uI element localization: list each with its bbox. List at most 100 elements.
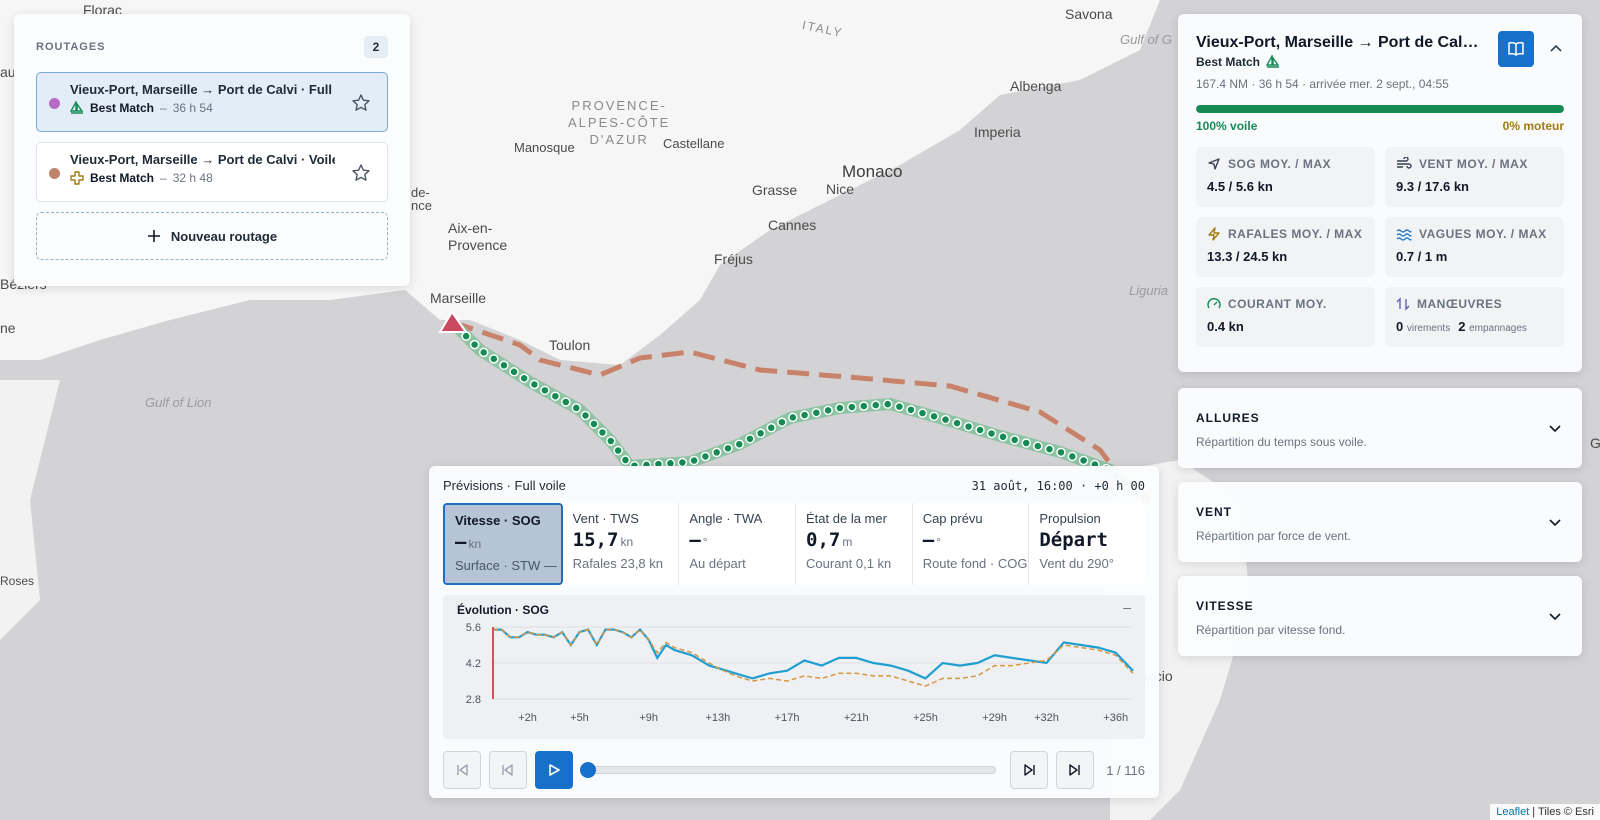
new-route-button[interactable]: Nouveau routage [36, 212, 388, 260]
tile-unit: m [842, 535, 853, 549]
routages-panel: ROUTAGES 2 Vieux-Port, Marseille → Port … [14, 14, 410, 286]
step-forward-button[interactable] [1010, 751, 1049, 789]
accordion-vent[interactable]: VENT Répartition par force de vent. [1178, 482, 1582, 562]
place-label: Savona [1065, 6, 1113, 22]
waypoint-dot [755, 428, 766, 439]
routages-title: ROUTAGES [36, 41, 106, 53]
navigation-icon [1208, 158, 1220, 170]
step-back-icon [502, 764, 513, 776]
route-item[interactable]: Vieux-Port, Marseille → Port de Calvi · … [36, 142, 388, 202]
waypoint-dot [499, 360, 509, 371]
forecast-title: Prévisions · Full voile [443, 478, 566, 493]
sail-icon [1266, 55, 1280, 68]
tile-heading[interactable]: Cap prévu —° Route fond · COG — ° [913, 503, 1030, 585]
sail-share-label: 100% voile [1196, 119, 1258, 133]
tile-value: Départ [1039, 529, 1108, 551]
collapse-chart-button[interactable]: – [1123, 599, 1131, 615]
leaflet-link[interactable]: Leaflet [1496, 806, 1530, 818]
step-back-button[interactable] [489, 751, 527, 789]
kpi-label: SOG MOY. / MAX [1228, 157, 1332, 171]
waypoint-dot [952, 418, 962, 428]
chevron-down-icon[interactable] [1548, 609, 1562, 623]
waypoint-dot [777, 417, 787, 427]
waypoint-dot [986, 428, 997, 439]
place-label: Imperia [974, 124, 1021, 140]
sog-chart-card: Évolution · SOG – 5.6 4.2 2.8 +2h +5h +9h +13h… [443, 595, 1145, 739]
skip-start-icon [457, 764, 468, 776]
skip-to-end-button[interactable] [1056, 751, 1095, 789]
waypoint-dot [917, 408, 928, 418]
tile-unit: ° [936, 535, 941, 549]
tile-sea-state[interactable]: État de la mer 0,7 m Courant 0,1 kn [796, 503, 913, 585]
tile-sub: Surface · STW — kn [455, 558, 563, 573]
accordion-vitesse[interactable]: VITESSE Répartition par vitesse fond. [1178, 576, 1582, 656]
route-item[interactable]: Vieux-Port, Marseille → Port de Calvi · … [36, 72, 388, 132]
play-button[interactable] [535, 751, 573, 789]
propulsion-share-bar [1196, 105, 1564, 113]
waypoint-dot [835, 403, 845, 413]
waypoint-dot [940, 414, 951, 425]
route-summary-stats: 167.4 NM · 36 h 54 · arrivée mer. 2 sept… [1196, 77, 1449, 91]
waypoint-dot [519, 373, 529, 383]
skip-end-icon [1069, 764, 1080, 776]
motor-icon [70, 171, 84, 185]
tile-sub: Au départ [689, 556, 746, 571]
chevron-down-icon[interactable] [1548, 421, 1562, 435]
route-detail-panel: Vieux-Port, Marseille → Port de Calvi · … [1178, 14, 1582, 372]
x-tick-label: +36h [1103, 712, 1128, 724]
tile-angle-twa[interactable]: Angle · TWA — ° Au départ [679, 503, 797, 585]
timeline-slider[interactable] [580, 762, 997, 778]
route-duration: 32 h 48 [172, 171, 213, 185]
tile-propulsion[interactable]: Propulsion Départ Vent du 290° [1029, 503, 1145, 585]
favorite-star-icon[interactable] [351, 163, 371, 183]
chevron-up-icon[interactable] [1548, 41, 1564, 57]
waypoint-dot [788, 412, 798, 423]
tacks-count: 0 [1396, 319, 1404, 334]
timeline-slider-thumb[interactable] [580, 762, 596, 778]
kpi-label: RAFALES MOY. / MAX [1228, 227, 1363, 241]
sail-icon [70, 101, 84, 114]
accordion-allures[interactable]: ALLURES Répartition du temps sous voile. [1178, 388, 1582, 468]
accordion-title: VITESSE [1196, 599, 1254, 613]
route-duration: 36 h 54 [172, 101, 213, 115]
kpi-sog: SOG MOY. / MAX 4.5 / 5.6 kn [1196, 147, 1375, 207]
place-label: Grasse [752, 182, 798, 198]
chevron-down-icon[interactable] [1548, 515, 1562, 529]
open-logbook-button[interactable] [1498, 31, 1534, 67]
waypoint-dot [620, 455, 631, 465]
place-label: Toulon [549, 337, 591, 353]
place-label: Gulf of G [1120, 32, 1173, 47]
route-voile-line [451, 319, 1132, 492]
kpi-waves: VAGUES MOY. / MAX 0.7 / 1 m [1385, 217, 1564, 277]
waypoint-dot [606, 436, 616, 446]
tile-speed-sog[interactable]: Vitesse · SOG — kn Surface · STW — kn [443, 503, 563, 585]
x-tick-label: +13h [705, 712, 730, 724]
waypoint-dot [871, 400, 881, 410]
tile-value: — [455, 531, 467, 553]
kpi-value: 4.5 / 5.6 kn [1207, 179, 1273, 194]
tile-sub: Vent du 290° [1039, 556, 1114, 571]
sog-chart[interactable]: 5.6 4.2 2.8 +2h +5h +9h +13h +17h +21h +25h +29h +3… [443, 619, 1145, 735]
kpi-label: VENT MOY. / MAX [1419, 157, 1528, 171]
step-forward-icon [1024, 764, 1035, 776]
y-tick-label: 2.8 [466, 694, 481, 706]
skip-to-start-button[interactable] [443, 751, 481, 789]
favorite-star-icon[interactable] [351, 93, 371, 113]
waypoint-dot [734, 439, 745, 450]
waypoint-dot [689, 455, 699, 466]
waypoint-dot [1021, 438, 1031, 448]
waypoint-dot [998, 432, 1008, 442]
motor-share-label: 0% moteur [1502, 119, 1564, 133]
waypoint-dot [561, 397, 571, 407]
x-tick-label: +21h [844, 712, 869, 724]
place-label: Manosque [514, 140, 575, 155]
tile-wind-tws[interactable]: Vent · TWS 15,7 kn Rafales 23,8 kn [563, 503, 680, 585]
waypoint-dot [540, 385, 550, 396]
best-match-label: Best Match [1196, 55, 1261, 69]
forecast-panel: Prévisions · Full voile 31 août, 16:00 ·… [429, 466, 1159, 798]
waypoint-dot [571, 403, 582, 413]
waypoint-dot [929, 411, 939, 422]
place-label: au [0, 64, 16, 80]
waypoint-dot [1056, 447, 1066, 458]
route-color-dot [49, 168, 60, 179]
